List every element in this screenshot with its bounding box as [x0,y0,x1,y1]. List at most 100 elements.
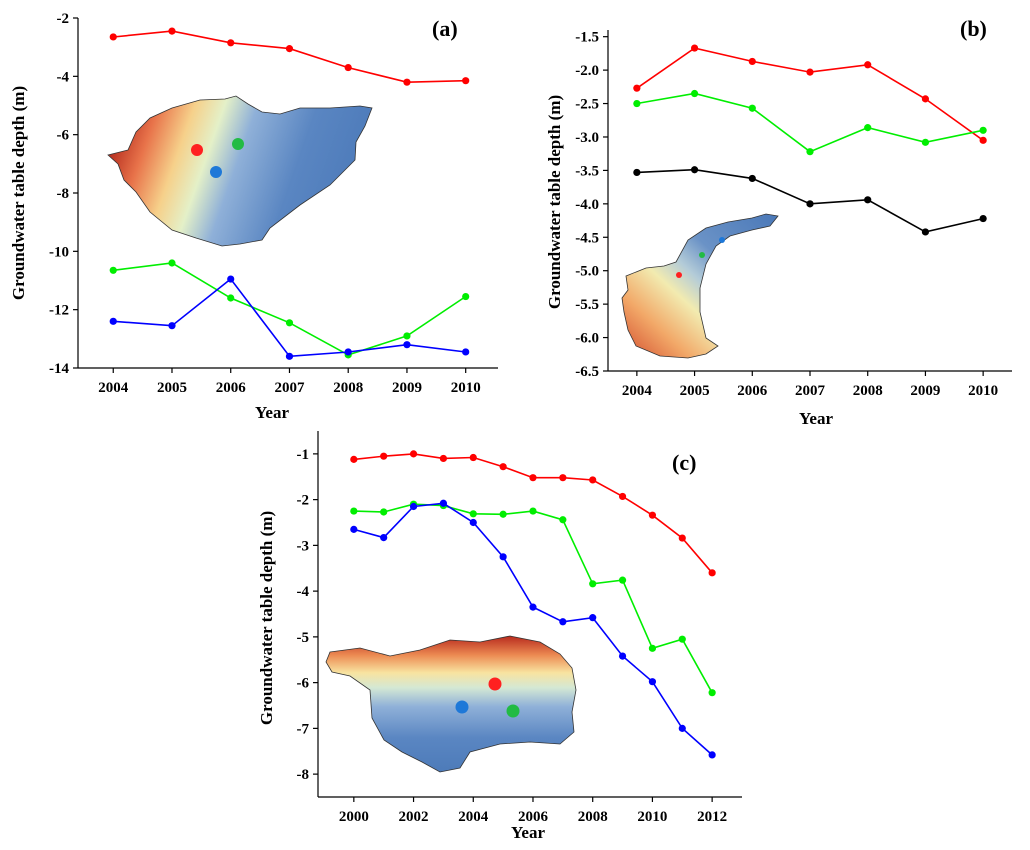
panel-a-series-green-point [168,259,176,267]
panel-c-series-green-point [678,635,686,643]
panel-a-region-shape [107,95,373,247]
panel-c-xlabel: Year [511,823,545,842]
panel-c-xtick-label: 2006 [518,809,549,825]
panel-b-xtick-label: 2007 [795,383,826,399]
panel-a-map-marker-blue [210,166,222,178]
panel-c-ytick-label: -4 [297,584,310,600]
panel-c-series-red-point [499,463,507,471]
panel-c-series-blue-point [648,678,657,686]
panel-c-series-red-point [589,476,597,484]
panel-a-ytick-label: -10 [49,244,69,260]
panel-a-ytick-label: -8 [57,186,70,202]
panel-c-series-red-point [409,450,418,458]
panel-b-xtick-label: 2008 [853,383,883,399]
panel-a-series-red-point [462,77,470,85]
panel-b-series-red-point [921,95,930,103]
panel-b-region-shape [621,213,779,359]
panel-a-xtick-label: 2008 [333,380,363,396]
panel-b-series-red-point [748,57,756,66]
panel-b-ytick-label: -2.5 [575,97,599,113]
panel-a-xtick-label: 2009 [392,380,422,396]
panel-a-series-green-point [227,294,235,302]
panel-c-series-blue-point [350,525,358,533]
panel-b-series-red-point [979,136,987,144]
panel-b-series-red-point [633,84,641,92]
panel-a-series-red-point [403,78,411,86]
panel-c-ytick-label: -8 [297,767,310,783]
panel-c-series-green-point [529,507,537,515]
panel-a-series-green-point [403,332,411,340]
panel-a-ytick-label: -14 [49,361,69,377]
panel-c-ytick-label: -2 [297,493,310,509]
panel-b-inset-map [621,213,779,359]
panel-c-xtick-label: 2000 [339,809,369,825]
panel-b-map-marker-blue [719,237,725,243]
panel-c-series-green-point [499,510,507,518]
panel-b-xlabel: Year [799,409,833,428]
panel-b-map-marker-red [676,272,682,278]
panel-c-series-red-point [648,511,657,519]
panel-b-axes: -6.5 -6.0 -5.5 -5.0 -4.5 -4.0 -3.5 -3.0 -2.5 -2.0… [575,30,1012,399]
panel-a-series-green-point [109,266,117,274]
panel-c-label: (c) [672,450,696,475]
panel-b-series-layer [633,44,987,236]
panel-a-xtick-label: 2005 [157,380,187,396]
panel-b-xtick-label: 2009 [910,383,940,399]
panel-a-axes: -14 -12 -10 -8 -6 -4 -2 2004 2005 2006 2007 2008 200… [49,11,498,396]
panel-b-ytick-label: -1.5 [575,30,599,46]
panel-b-xtick-label: 2010 [968,383,998,399]
panel-b-xtick-label: 2004 [622,383,653,399]
panel-c-xtick-label: 2012 [697,809,727,825]
panel-b-ytick-label: -3.5 [575,163,599,179]
panel-c-series-blue-point [559,618,567,626]
panel-b-ytick-label: -3.0 [575,130,599,146]
panel-b-ylabel: Groundwater table depth (m) [545,95,564,309]
panel-c-series-red-point [559,474,567,482]
panel-b-series-green-point [806,148,814,156]
panel-c-series-red-point [529,474,537,482]
panel-b-map-marker-green [699,252,705,258]
panel-c-series-red-point [469,453,477,462]
panel-b-xtick-label: 2006 [737,383,768,399]
panel-b-series-black-point [806,200,814,208]
panel-b-series-black-point [748,174,756,183]
panel-c-series-red-point [350,455,358,463]
panel-a-label: (a) [432,16,458,41]
panel-c-ytick-label: -7 [297,721,310,737]
panel-b-series-red-point [690,44,699,52]
panel-c-series-blue-point [708,751,716,759]
panel-a-ytick-label: -12 [49,303,69,319]
panel-b: -6.5 -6.0 -5.5 -5.0 -4.5 -4.0 -3.5 -3.0 -2.5 -2.0… [545,16,1012,428]
panel-c-series-blue-point [589,614,597,622]
panel-b-series-green-point [979,126,987,134]
panel-c-map-marker-green [506,704,520,718]
panel-c-series-green-point [589,580,597,588]
panel-c-ylabel: Groundwater table depth (m) [257,511,276,725]
panel-c-ytick-label: -6 [297,676,310,692]
panel-c-series-blue-point [678,724,686,732]
panel-c-xtick-label: 2002 [399,809,429,825]
panel-a-series-blue-point [227,275,235,283]
panel-c-axes: -8 -7 -6 -5 -4 -3 -2 -1 2000 2002 2004 2006 2008 2010… [297,431,742,825]
panel-c-ytick-label: -1 [297,447,310,463]
panel-c-series-green-point [559,516,567,524]
panel-a-series-green-point [285,319,294,327]
panel-a-map-marker-green [232,138,244,150]
panel-b-ytick-label: -4.0 [575,197,599,213]
panel-c-xtick-label: 2010 [637,809,667,825]
panel-b-series-green-point [921,138,930,146]
panel-b-ytick-label: -5.5 [575,297,599,313]
panel-a-ylabel: Groundwater table depth (m) [9,86,28,300]
panel-c-map-marker-blue [455,700,469,714]
panel-a-ytick-label: -6 [57,128,70,144]
panel-c-series-blue-point [618,652,627,660]
panel-c-inset-map [325,635,577,773]
panel-b-label: (b) [960,16,987,41]
panel-a-series-red-point [109,33,117,41]
panel-c-series-blue-point [380,533,388,542]
panel-a-ytick-label: -4 [57,69,70,85]
panel-a-series-blue-point [344,348,352,356]
panel-a-series-red-point [168,27,176,35]
panel-b-series-black-point [864,196,872,204]
